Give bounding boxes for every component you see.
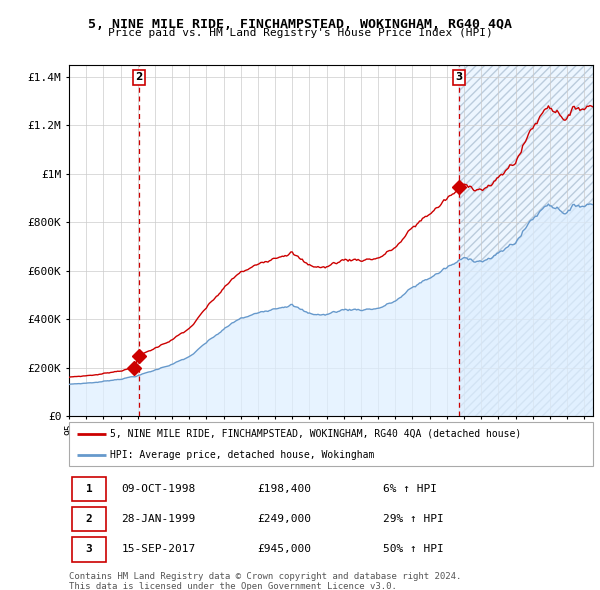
FancyBboxPatch shape <box>71 507 106 532</box>
Text: 28-JAN-1999: 28-JAN-1999 <box>121 514 196 524</box>
Text: 50% ↑ HPI: 50% ↑ HPI <box>383 545 444 555</box>
Text: Contains HM Land Registry data © Crown copyright and database right 2024.: Contains HM Land Registry data © Crown c… <box>69 572 461 581</box>
Text: 6% ↑ HPI: 6% ↑ HPI <box>383 484 437 494</box>
Text: 29% ↑ HPI: 29% ↑ HPI <box>383 514 444 524</box>
Text: This data is licensed under the Open Government Licence v3.0.: This data is licensed under the Open Gov… <box>69 582 397 590</box>
Bar <box>459 65 593 416</box>
Text: 3: 3 <box>455 72 463 82</box>
Bar <box>459 65 593 416</box>
Text: 5, NINE MILE RIDE, FINCHAMPSTEAD, WOKINGHAM, RG40 4QA: 5, NINE MILE RIDE, FINCHAMPSTEAD, WOKING… <box>88 18 512 31</box>
FancyBboxPatch shape <box>71 477 106 502</box>
Text: 2: 2 <box>86 514 92 524</box>
Text: 15-SEP-2017: 15-SEP-2017 <box>121 545 196 555</box>
Text: HPI: Average price, detached house, Wokingham: HPI: Average price, detached house, Woki… <box>110 450 374 460</box>
FancyBboxPatch shape <box>71 537 106 562</box>
Text: 5, NINE MILE RIDE, FINCHAMPSTEAD, WOKINGHAM, RG40 4QA (detached house): 5, NINE MILE RIDE, FINCHAMPSTEAD, WOKING… <box>110 429 521 439</box>
Text: 2: 2 <box>135 72 143 82</box>
Text: 3: 3 <box>86 545 92 555</box>
Text: Price paid vs. HM Land Registry's House Price Index (HPI): Price paid vs. HM Land Registry's House … <box>107 28 493 38</box>
Text: 09-OCT-1998: 09-OCT-1998 <box>121 484 196 494</box>
Text: 1: 1 <box>86 484 92 494</box>
FancyBboxPatch shape <box>69 422 593 466</box>
Text: £249,000: £249,000 <box>257 514 311 524</box>
Text: £945,000: £945,000 <box>257 545 311 555</box>
Text: £198,400: £198,400 <box>257 484 311 494</box>
